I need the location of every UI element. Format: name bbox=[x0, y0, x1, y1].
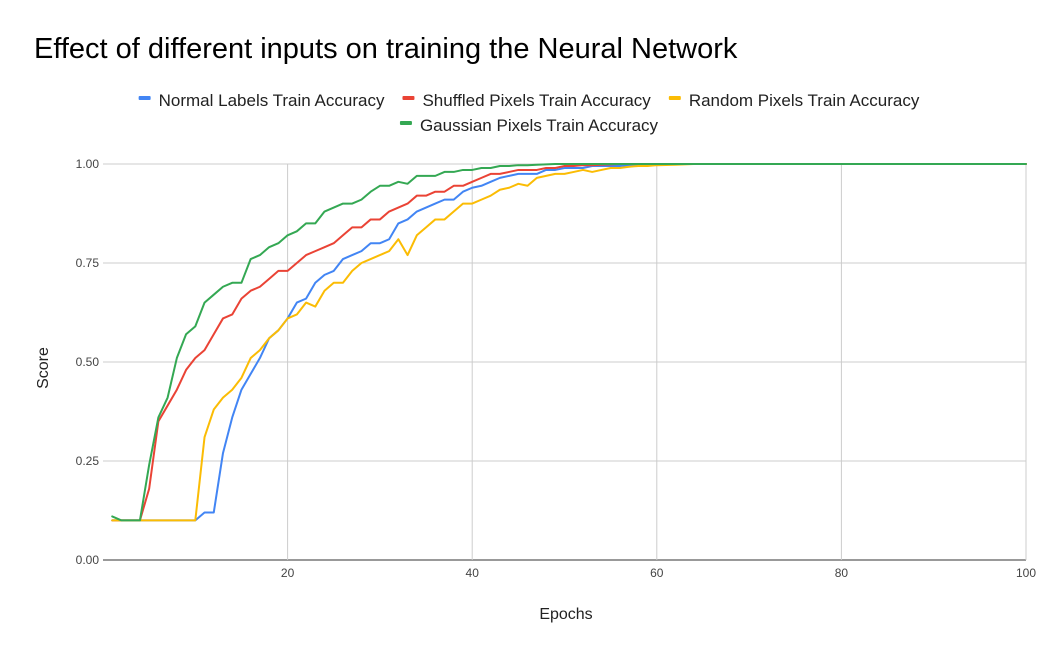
legend-swatch bbox=[402, 96, 415, 100]
x-tick-label: 80 bbox=[835, 566, 849, 580]
legend-item: Normal Labels Train Accuracy bbox=[138, 91, 385, 110]
x-tick-label: 40 bbox=[466, 566, 480, 580]
x-tick-label: 60 bbox=[650, 566, 664, 580]
legend-label: Random Pixels Train Accuracy bbox=[689, 91, 920, 110]
legend-swatch bbox=[668, 96, 681, 100]
x-tick-label: 20 bbox=[281, 566, 295, 580]
series-line-1 bbox=[111, 163, 1027, 522]
y-tick-label: 0.00 bbox=[76, 553, 100, 567]
y-axis-ticks: 0.00 0.25 0.50 0.75 1.00 bbox=[76, 157, 100, 567]
y-tick-label: 0.50 bbox=[76, 355, 100, 369]
x-axis-ticks: 20 40 60 80 100 bbox=[281, 566, 1036, 580]
legend-label: Normal Labels Train Accuracy bbox=[159, 91, 385, 110]
legend-item: Random Pixels Train Accuracy bbox=[668, 91, 920, 110]
series-line-2 bbox=[111, 163, 1027, 522]
y-tick-label: 0.75 bbox=[76, 256, 100, 270]
x-axis-title: Epochs bbox=[539, 606, 592, 623]
series-lines bbox=[111, 163, 1027, 522]
y-axis-title: Score bbox=[35, 347, 52, 389]
legend-label: Shuffled Pixels Train Accuracy bbox=[422, 91, 651, 110]
y-tick-label: 1.00 bbox=[76, 157, 100, 171]
series-line-4 bbox=[111, 163, 1027, 522]
legend-item: Shuffled Pixels Train Accuracy bbox=[402, 91, 651, 110]
grid-lines bbox=[103, 163, 1027, 561]
legend-swatch bbox=[399, 121, 412, 125]
legend: Normal Labels Train Accuracy Shuffled Pix… bbox=[138, 91, 920, 135]
legend-item: Gaussian Pixels Train Accuracy bbox=[399, 116, 659, 135]
legend-label: Gaussian Pixels Train Accuracy bbox=[420, 116, 659, 135]
x-tick-label: 100 bbox=[1016, 566, 1036, 580]
series-line-3 bbox=[111, 163, 1027, 522]
legend-swatch bbox=[138, 96, 151, 100]
chart-title: Effect of different inputs on training t… bbox=[34, 33, 738, 65]
y-tick-label: 0.25 bbox=[76, 454, 100, 468]
